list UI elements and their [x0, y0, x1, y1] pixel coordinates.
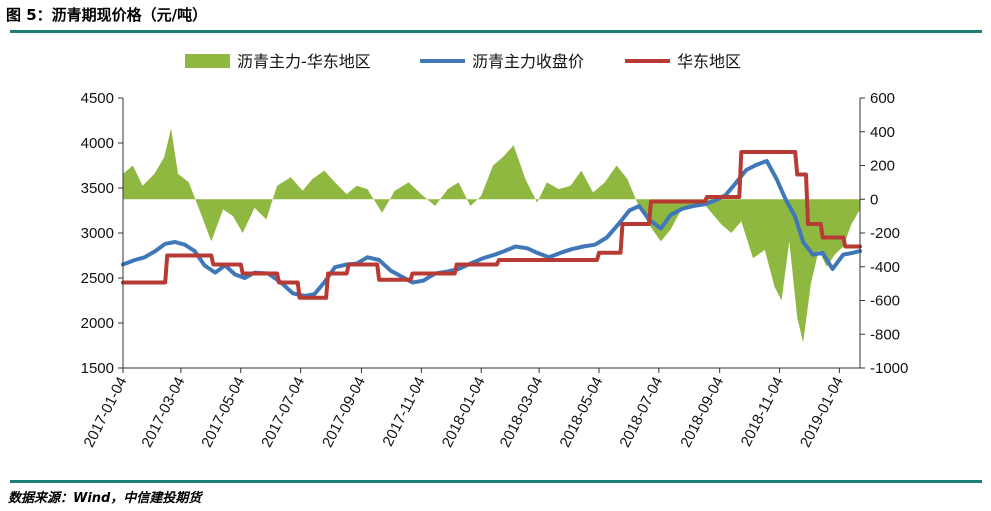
right-tick-label: 400 — [870, 124, 895, 141]
x-tick-label: 2019-01-04 — [797, 374, 847, 450]
plot-area — [121, 128, 862, 343]
left-tick-label: 4500 — [81, 90, 114, 107]
series-east-china-line — [121, 150, 862, 300]
x-tick-label: 2018-11-04 — [738, 374, 787, 449]
legend-swatch-spread — [185, 54, 230, 68]
left-tick-label: 2000 — [81, 315, 114, 332]
source-rule — [10, 480, 982, 483]
x-tick-label: 2018-01-04 — [439, 374, 489, 450]
right-tick-label: 0 — [870, 191, 878, 208]
series-futures-close-line — [121, 159, 862, 298]
left-tick-label: 4000 — [81, 135, 114, 152]
chart: 沥青主力-华东地区 沥青主力收盘价 华东地区 1500200025003000350… — [81, 52, 909, 450]
x-tick-label: 2017-09-04 — [319, 374, 369, 450]
left-tick-label: 1500 — [81, 360, 114, 377]
right-tick-label: -400 — [870, 259, 900, 276]
right-tick-label: -200 — [870, 225, 900, 242]
legend-label: 沥青主力收盘价 — [472, 52, 584, 71]
right-tick-label: -800 — [870, 326, 900, 343]
right-tick-label: 600 — [870, 90, 895, 107]
x-tick-label: 2017-01-04 — [81, 374, 131, 450]
series-spread-area — [123, 128, 860, 343]
left-tick-label: 2500 — [81, 270, 114, 287]
legend-label: 华东地区 — [677, 52, 741, 71]
x-tick-label: 2017-11-04 — [379, 374, 428, 449]
legend-label: 沥青主力-华东地区 — [237, 52, 371, 71]
x-tick-label: 2017-07-04 — [258, 374, 308, 450]
x-tick-label: 2018-03-04 — [497, 374, 547, 450]
x-tick-label: 2018-07-04 — [616, 374, 666, 450]
figure-title: 图 5：沥青期现价格（元/吨） — [6, 6, 208, 24]
left-tick-label: 3500 — [81, 180, 114, 197]
x-tick-label: 2018-05-04 — [557, 374, 607, 450]
x-tick-label: 2018-09-04 — [677, 374, 727, 450]
left-tick-label: 3000 — [81, 225, 114, 242]
x-tick-label: 2017-03-04 — [138, 374, 188, 450]
right-tick-label: -600 — [870, 293, 900, 310]
right-tick-label: 200 — [870, 158, 895, 175]
right-tick-label: -1000 — [870, 360, 908, 377]
x-tick-label: 2017-05-04 — [198, 374, 248, 450]
legend: 沥青主力-华东地区 沥青主力收盘价 华东地区 — [185, 52, 741, 71]
source-note: 数据来源：Wind，中信建投期货 — [8, 491, 202, 506]
title-rule — [10, 30, 982, 33]
